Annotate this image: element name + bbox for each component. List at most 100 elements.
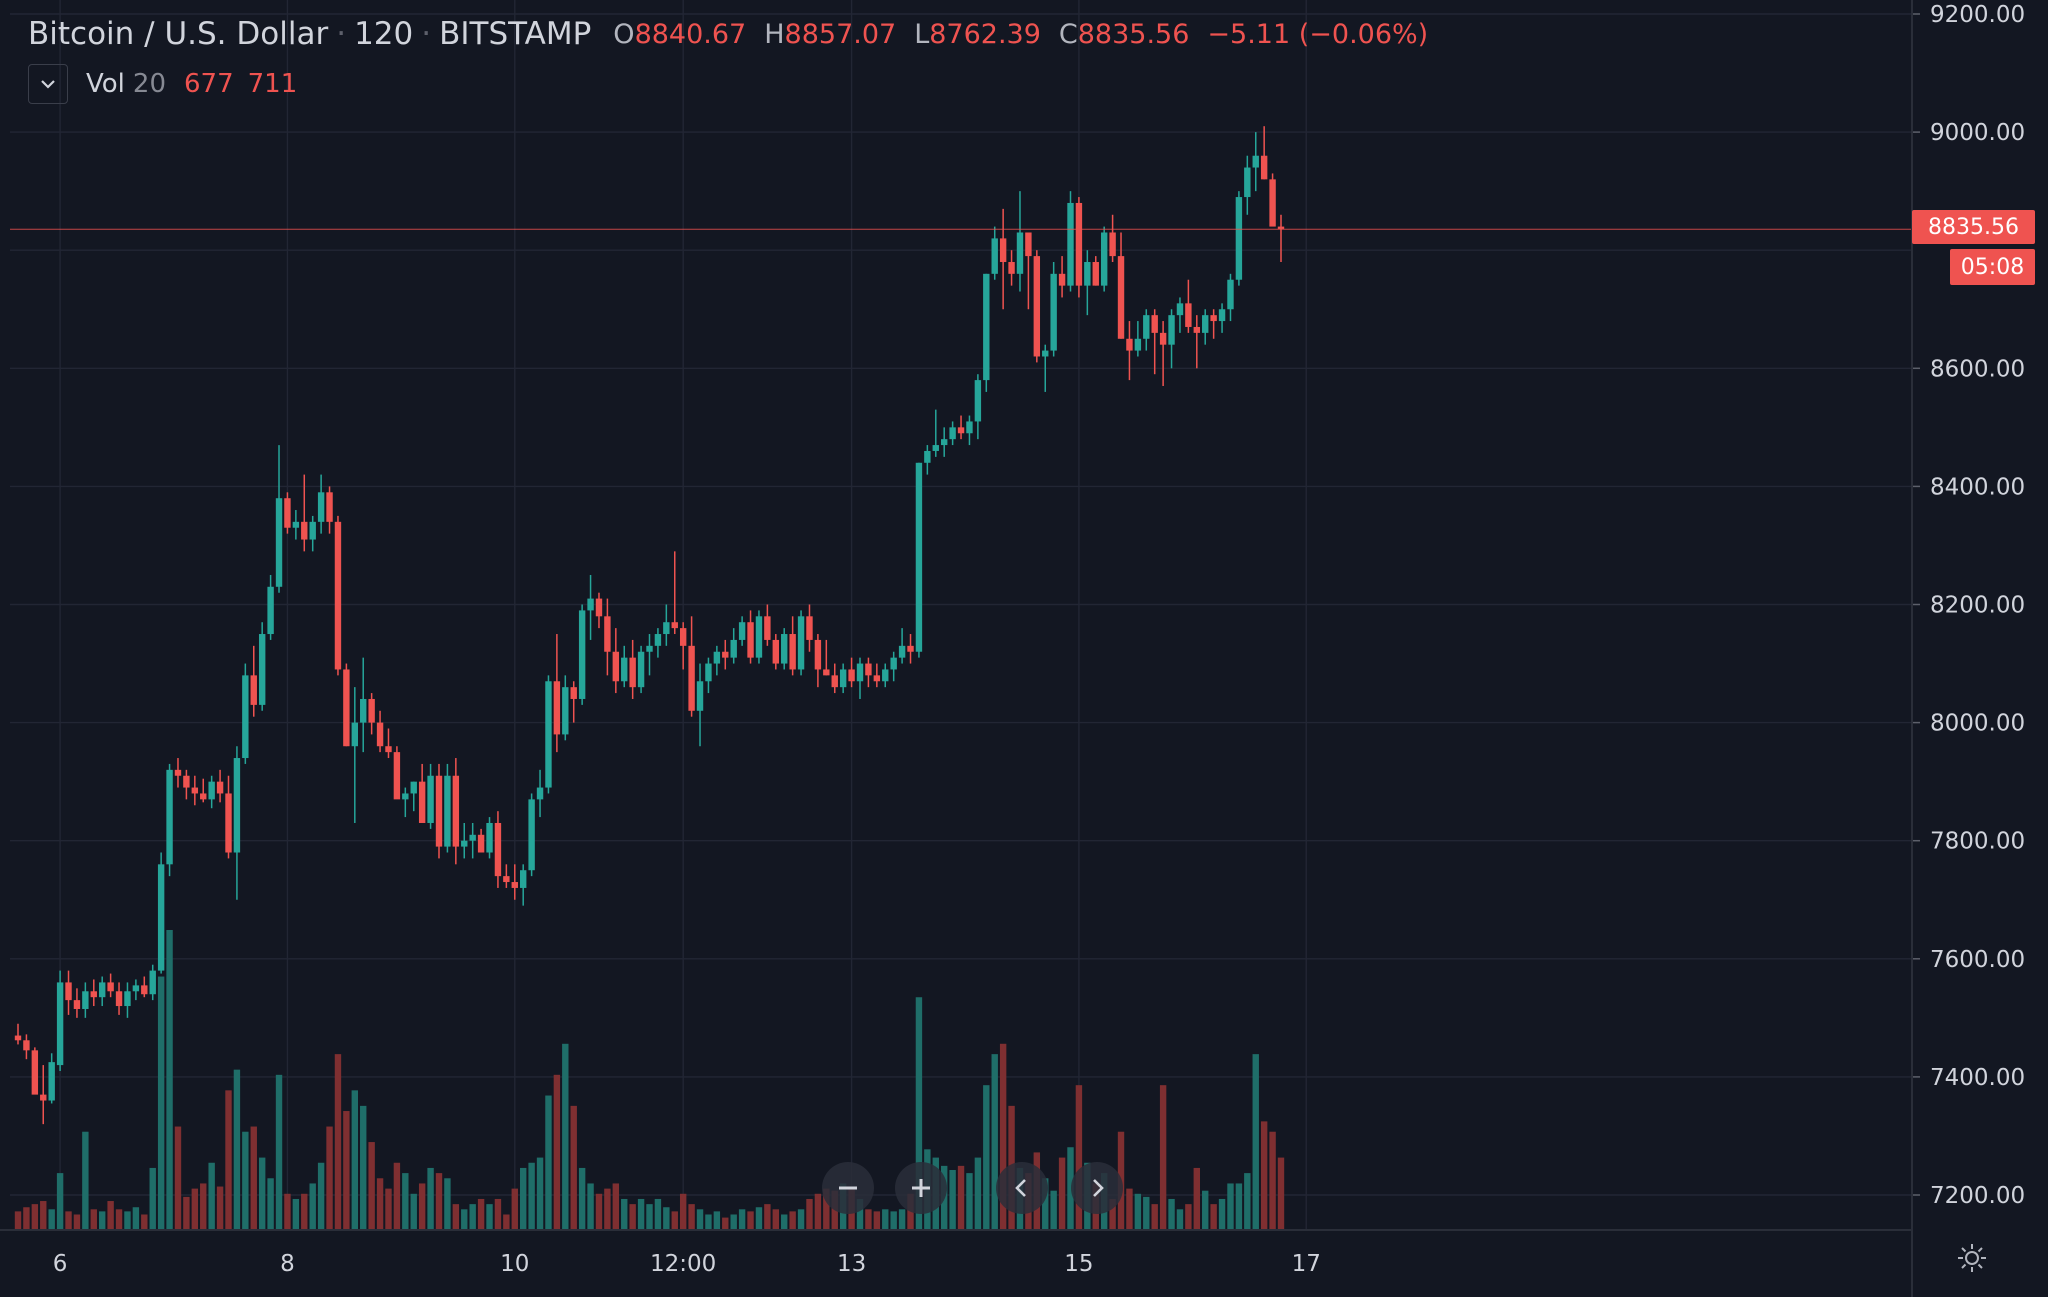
volume-bar [1252, 1054, 1259, 1230]
collapse-legend-button[interactable] [28, 64, 68, 104]
volume-bar [1042, 1178, 1049, 1230]
volume-bar [233, 1069, 241, 1230]
volume-bar [646, 1204, 653, 1230]
volume-bar [385, 1188, 392, 1230]
zoom-in-button[interactable] [895, 1162, 947, 1214]
candle-body [1185, 303, 1192, 327]
price-label: 8200.00 [1930, 593, 2025, 619]
volume-bar [1109, 1198, 1116, 1230]
candle-body [612, 651, 620, 682]
volume-label[interactable]: Vol [86, 69, 125, 99]
candle-body [1218, 309, 1226, 322]
volume-bar [1235, 1183, 1243, 1230]
candle-body [107, 982, 114, 992]
volume-bar [1227, 1183, 1234, 1230]
volume-bar [536, 1157, 544, 1230]
volume-bar [1277, 1157, 1285, 1230]
candle-body [949, 427, 956, 440]
volume-bar [789, 1211, 796, 1230]
volume-bar [595, 1193, 603, 1230]
volume-bar [991, 1054, 998, 1230]
candle-body [511, 882, 518, 888]
candle-body [477, 834, 485, 853]
price-label: 7200.00 [1930, 1183, 2025, 1209]
candle-body [166, 769, 173, 865]
volume-bar [1075, 1085, 1083, 1230]
zoom-out-button[interactable] [822, 1162, 874, 1214]
volume-bar [1159, 1085, 1167, 1230]
candle-body [23, 1040, 30, 1051]
volume-bar [713, 1211, 721, 1230]
candle-body [696, 681, 704, 711]
candle-body [48, 1062, 55, 1101]
candle-body [654, 634, 662, 646]
volume-bar [141, 1214, 148, 1230]
settings-button[interactable] [1950, 1236, 1994, 1280]
candle-body [991, 238, 998, 274]
volume-bar [200, 1183, 207, 1230]
volume-bar [629, 1204, 636, 1230]
time-label: 15 [1064, 1251, 1093, 1277]
volume-bar [865, 1209, 872, 1230]
volume-bar [343, 1111, 350, 1230]
candle-body [494, 822, 502, 877]
symbol-name[interactable]: Bitcoin / U.S. Dollar [28, 16, 329, 52]
volume-bar [427, 1167, 434, 1230]
volume-bar [654, 1198, 662, 1230]
candle-body [907, 645, 914, 652]
price-label: 9000.00 [1930, 120, 2025, 146]
candle-body [545, 681, 552, 788]
candle-body [1084, 262, 1091, 286]
candle-body [604, 616, 611, 652]
candle-body [191, 787, 199, 794]
candle-body [402, 793, 409, 800]
candle-body [831, 675, 838, 688]
scroll-left-button[interactable] [996, 1162, 1048, 1214]
candle-body [873, 675, 881, 682]
scroll-right-button[interactable] [1071, 1162, 1123, 1214]
ohlc-values: O8840.67 H8857.07 L8762.39 C8835.56 −5.1… [613, 19, 1428, 50]
volume-bar [823, 1188, 830, 1230]
volume-bar [915, 997, 923, 1230]
volume-bar [461, 1209, 468, 1230]
volume-bar [949, 1170, 956, 1230]
interval-label[interactable]: 120 [354, 16, 414, 52]
candle-body [528, 799, 535, 871]
volume-bar [258, 1157, 266, 1230]
time-label: 13 [837, 1251, 866, 1277]
volume-bar [1269, 1131, 1276, 1230]
candle-body [823, 669, 830, 676]
volume-bar [418, 1183, 426, 1230]
ohlc-open: O8840.67 [613, 18, 747, 50]
candle-body [1008, 262, 1015, 274]
volume-bar [23, 1207, 30, 1230]
volume-bar [191, 1188, 199, 1230]
candle-body [435, 775, 443, 847]
price-axis[interactable]: 9200.00 9000.00 8600.00 8400.00 8200.00 8000.… [1911, 0, 2025, 1297]
volume-bar [999, 1043, 1007, 1230]
volume-bar [494, 1198, 502, 1230]
candle-body [1202, 315, 1209, 333]
volume-bar [1126, 1188, 1133, 1230]
volume-bar [284, 1193, 291, 1230]
volume-bar [772, 1209, 779, 1230]
candle-body [1210, 315, 1217, 322]
candle-body [1058, 273, 1066, 286]
candle-body [629, 657, 636, 688]
volume-bar [48, 1209, 55, 1230]
candle-body [31, 1050, 39, 1095]
candle-body [309, 521, 316, 540]
volume-bar [435, 1173, 443, 1230]
candle-body [730, 639, 737, 658]
volume-bar [275, 1074, 283, 1230]
volume-bar [225, 1090, 232, 1230]
candle-body [284, 498, 291, 528]
time-axis[interactable]: 6 8 10 12:00 13 15 17 [0, 1229, 1912, 1277]
candle-body [1252, 155, 1259, 168]
volume-bar [334, 1054, 342, 1230]
candle-body [789, 634, 796, 670]
candle-body [671, 622, 678, 629]
grid [10, 0, 1912, 1230]
